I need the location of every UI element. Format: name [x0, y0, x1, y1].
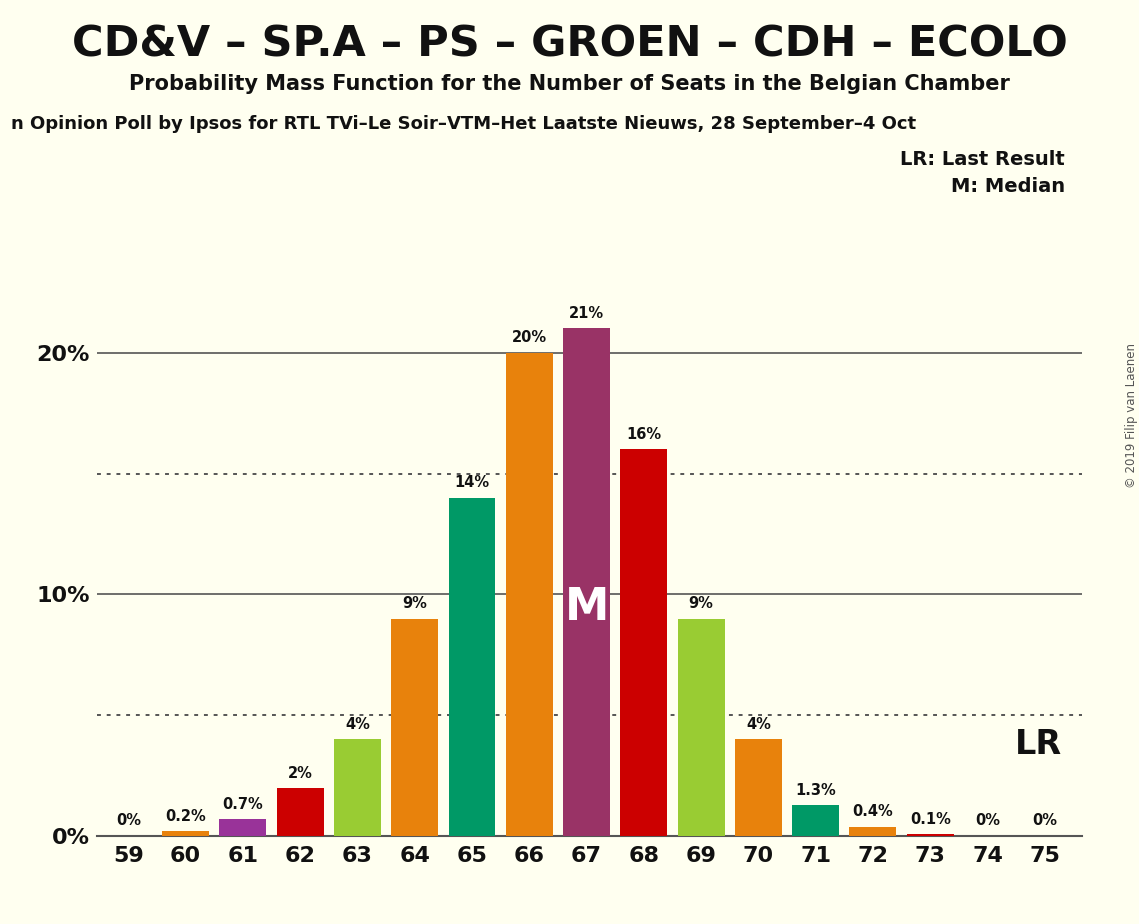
Text: 0.1%: 0.1%: [910, 811, 951, 827]
Bar: [907, 833, 953, 836]
Text: 14%: 14%: [454, 476, 490, 491]
Text: 0.2%: 0.2%: [165, 809, 206, 824]
Text: M: Median: M: Median: [951, 177, 1065, 197]
Text: 1.3%: 1.3%: [795, 783, 836, 797]
Text: 9%: 9%: [402, 596, 427, 612]
Bar: [793, 805, 839, 836]
Bar: [850, 827, 896, 836]
Bar: [277, 788, 323, 836]
Text: 4%: 4%: [345, 717, 370, 732]
Bar: [735, 739, 781, 836]
Bar: [621, 449, 667, 836]
Text: 20%: 20%: [511, 331, 547, 346]
Text: 21%: 21%: [570, 306, 604, 322]
Text: 2%: 2%: [288, 766, 312, 781]
Text: © 2019 Filip van Laenen: © 2019 Filip van Laenen: [1124, 344, 1138, 488]
Bar: [334, 739, 380, 836]
Text: 0.4%: 0.4%: [853, 804, 893, 820]
Text: Probability Mass Function for the Number of Seats in the Belgian Chamber: Probability Mass Function for the Number…: [129, 74, 1010, 94]
Bar: [220, 820, 267, 836]
Bar: [391, 618, 439, 836]
Text: LR: Last Result: LR: Last Result: [900, 150, 1065, 169]
Bar: [506, 353, 552, 836]
Text: 16%: 16%: [626, 427, 662, 442]
Bar: [449, 498, 495, 836]
Text: M: M: [565, 586, 608, 629]
Text: 4%: 4%: [746, 717, 771, 732]
Bar: [162, 832, 210, 836]
Bar: [563, 328, 611, 836]
Text: 0%: 0%: [1032, 813, 1057, 829]
Text: n Opinion Poll by Ipsos for RTL TVi–Le Soir–VTM–Het Laatste Nieuws, 28 September: n Opinion Poll by Ipsos for RTL TVi–Le S…: [11, 115, 917, 132]
Text: 9%: 9%: [689, 596, 713, 612]
Text: 0%: 0%: [116, 813, 141, 829]
Text: 0.7%: 0.7%: [222, 797, 263, 812]
Text: LR: LR: [1015, 728, 1062, 760]
Bar: [678, 618, 724, 836]
Text: 0%: 0%: [975, 813, 1000, 829]
Text: CD&V – SP.A – PS – GROEN – CDH – ECOLO: CD&V – SP.A – PS – GROEN – CDH – ECOLO: [72, 23, 1067, 65]
